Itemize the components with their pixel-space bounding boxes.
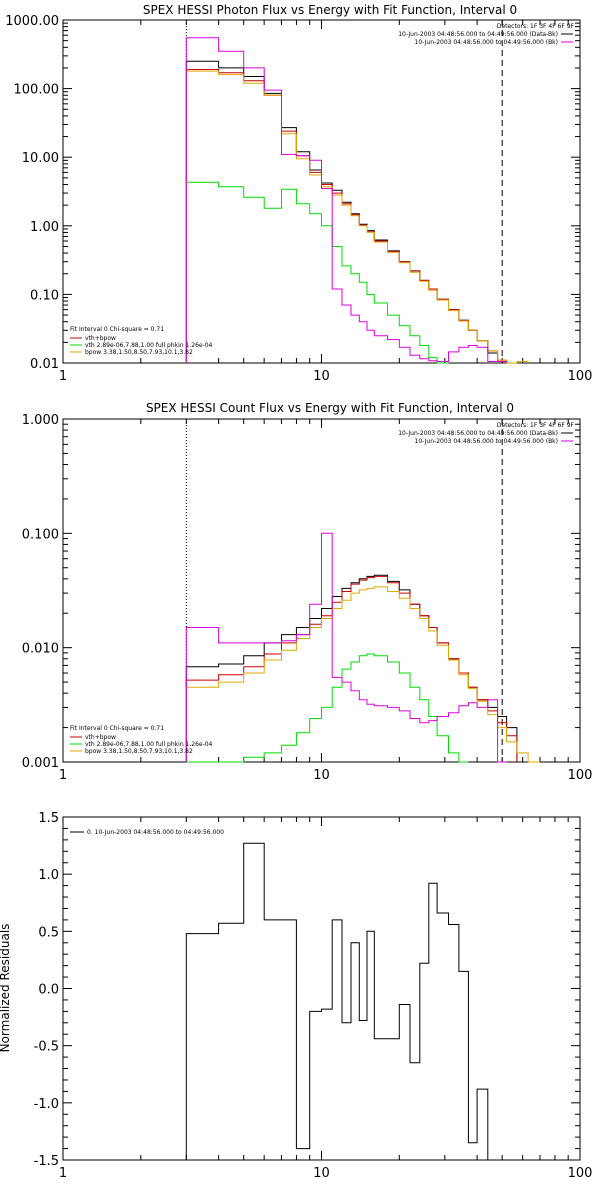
series-0-histogram <box>185 60 517 364</box>
panel1-legend-entry-total: vth+bpow <box>85 335 116 342</box>
y-tick-label: 1.5 <box>38 811 59 826</box>
panel3-ylabel: Normalized Residuals <box>0 924 12 1053</box>
x-tick-label: 1 <box>59 369 67 384</box>
y-tick-label: 0.100 <box>22 527 59 542</box>
series-3-histogram <box>185 70 529 364</box>
series-2-histogram <box>185 181 449 364</box>
x-tick-label: 1 <box>59 768 67 783</box>
y-tick-label: 1000.00 <box>5 14 59 29</box>
y-tick-label: 1.0 <box>38 868 59 883</box>
y-tick-label: 0.10 <box>30 288 59 303</box>
panel1-legend-entry-bpow: bpow 3.38,1.50,8.50,7.93,10.1,3.82 <box>85 349 193 356</box>
panel2-data-interval-annotation: 10-Jun-2003 04:48:56.000 to 04:49:56.000… <box>398 430 558 437</box>
y-tick-label: 0.0 <box>38 983 59 998</box>
series-1-histogram <box>185 575 518 762</box>
series-0-histogram <box>185 842 489 1160</box>
panel1-detectors-annotation: Detectors: 1F 3F 4F 6F 9F <box>497 23 575 30</box>
panel2-detectors-annotation: Detectors: 1F 3F 4F 6F 9F <box>497 422 575 429</box>
panel1-legend: Fit Interval 0 Chi-square = 0.71 vth+bpo… <box>70 326 213 356</box>
panel2-legend-entry-bpow: bpow 3.38,1.50,8.50,7.93,10.1,3.82 <box>85 748 193 755</box>
panel2-legend-title: Fit Interval 0 Chi-square = 0.71 <box>70 725 164 732</box>
panel1-annotations: Detectors: 1F 3F 4F 6F 9F 10-Jun-2003 04… <box>398 23 574 46</box>
x-tick-label: 10 <box>313 1166 330 1181</box>
panel3-legend: 0. 10-Jun-2003 04:48:56.000 to 04:49:56.… <box>70 829 224 836</box>
panel1-title: SPEX HESSI Photon Flux vs Energy with Fi… <box>143 3 517 17</box>
series-2-histogram <box>186 653 469 763</box>
photon-flux-panel: SPEX HESSI Photon Flux vs Energy with Fi… <box>5 3 592 384</box>
panel1-legend-title: Fit Interval 0 Chi-square = 0.71 <box>70 326 164 333</box>
panel1-legend-entry-thermal: vth 2.89e-06,7.88,1.00 full phkin 1.26e-… <box>85 342 213 349</box>
panel2-title: SPEX HESSI Count Flux vs Energy with Fit… <box>146 401 514 415</box>
y-tick-label: -1.0 <box>34 1097 59 1112</box>
y-tick-label: 1.00 <box>30 220 59 235</box>
panel3-frame <box>62 816 581 1161</box>
panel2-legend: Fit Interval 0 Chi-square = 0.71 vth+bpo… <box>70 725 213 755</box>
panel1-data-interval-annotation: 10-Jun-2003 04:48:56.000 to 04:49:56.000… <box>398 31 558 38</box>
y-tick-label: 0.001 <box>22 756 59 771</box>
x-tick-label: 100 <box>568 1166 593 1181</box>
count-flux-panel: SPEX HESSI Count Flux vs Energy with Fit… <box>22 401 593 783</box>
y-tick-label: -1.5 <box>34 1154 59 1169</box>
y-tick-label: 100.00 <box>14 83 60 98</box>
x-tick-label: 10 <box>313 369 330 384</box>
x-tick-label: 100 <box>568 369 593 384</box>
panel3-legend-entry: 0. 10-Jun-2003 04:48:56.000 to 04:49:56.… <box>87 829 224 836</box>
y-tick-label: 0.5 <box>38 925 59 940</box>
residuals-panel: Normalized Residuals 1 10 100 1.5 1.0 0.5 0.0 -… <box>0 811 592 1181</box>
series-4-histogram <box>185 532 507 763</box>
panel2-bk-interval-annotation: 10-Jun-2003 04:48:56.000 to 04:49:56.000… <box>415 438 558 445</box>
y-tick-label: 10.00 <box>22 151 59 166</box>
x-tick-label: 1 <box>59 1166 67 1181</box>
panel2-legend-entry-total: vth+bpow <box>85 734 116 741</box>
x-tick-label: 100 <box>568 768 593 783</box>
series-4-histogram <box>185 37 508 363</box>
panel2-annotations: Detectors: 1F 3F 4F 6F 9F 10-Jun-2003 04… <box>398 422 574 445</box>
series-0-histogram <box>185 574 518 762</box>
y-tick-label: 1.000 <box>22 413 59 428</box>
panel1-bk-interval-annotation: 10-Jun-2003 04:48:56.000 to 04:49:56.000… <box>415 39 558 46</box>
y-tick-label: 0.010 <box>22 642 59 657</box>
y-tick-label: 0.01 <box>30 357 59 372</box>
x-tick-label: 10 <box>313 768 330 783</box>
panel2-legend-entry-thermal: vth 2.89e-06,7.88,1.00 full phkin 1.26e-… <box>85 741 213 748</box>
y-tick-label: -0.5 <box>34 1040 59 1055</box>
